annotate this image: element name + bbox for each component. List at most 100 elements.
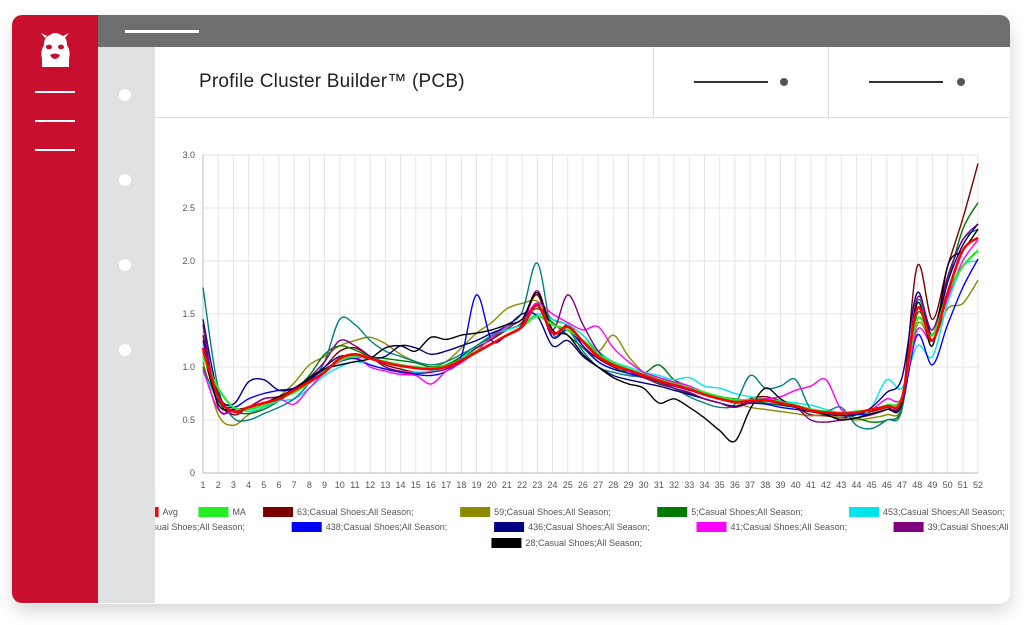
- x-tick-label: 30: [639, 480, 649, 490]
- page-header: Profile Cluster Builder™ (PCB): [155, 47, 1010, 118]
- hamburger-menu-icon[interactable]: [35, 149, 75, 151]
- x-tick-label: 37: [745, 480, 755, 490]
- x-tick-label: 34: [699, 480, 709, 490]
- header-control-line: [869, 81, 943, 83]
- legend-swatch: [460, 507, 491, 517]
- x-tick-label: 22: [517, 480, 527, 490]
- line-chart: 00.51.01.52.02.53.01 2 3 4 5 6 7 8 9 10 11 12 13 14 15…: [155, 150, 1010, 548]
- page-title: Profile Cluster Builder™ (PCB): [199, 71, 465, 92]
- x-tick-label: 36: [730, 480, 740, 490]
- series-line: [202, 202, 979, 423]
- x-tick-label: 29: [623, 480, 633, 490]
- series-line: [202, 228, 979, 430]
- x-tick-label: 39: [775, 480, 785, 490]
- legend-swatch: [657, 507, 688, 517]
- x-tick-label: 8: [307, 480, 312, 490]
- x-tick-label: 27: [593, 480, 603, 490]
- x-tick-label: 52: [973, 480, 983, 490]
- legend-label: 436;Casual Shoes;All Season;: [528, 522, 650, 532]
- x-tick-label: 15: [411, 480, 421, 490]
- x-tick-label: 24: [548, 480, 558, 490]
- series-line: [201, 236, 979, 415]
- x-tick-label: 6: [276, 480, 281, 490]
- x-tick-label: 7: [292, 480, 297, 490]
- legend-label: MA: [232, 507, 246, 517]
- x-tick-label: 47: [897, 480, 907, 490]
- series-line: [202, 239, 979, 414]
- x-tick-label: 12: [365, 480, 375, 490]
- legend-swatch: [494, 522, 525, 532]
- legend-label: 41;Casual Shoes;All Season;: [731, 522, 848, 532]
- x-tick-label: 17: [441, 480, 451, 490]
- header-control-dot: [957, 78, 965, 86]
- y-tick-label: 0: [190, 468, 195, 478]
- x-tick-label: 10: [335, 480, 345, 490]
- x-tick-label: 3: [231, 480, 236, 490]
- x-tick-label: 46: [882, 480, 892, 490]
- x-tick-label: 5: [261, 480, 266, 490]
- x-tick-label: 26: [578, 480, 588, 490]
- x-tick-label: 11: [350, 480, 359, 490]
- x-tick-label: 44: [851, 480, 861, 490]
- x-tick-label: 21: [502, 480, 512, 490]
- nav-dot[interactable]: [119, 344, 131, 356]
- x-tick-label: 1: [200, 480, 205, 490]
- series-line: [202, 223, 979, 423]
- legend-swatch: [696, 522, 727, 532]
- y-tick-label: 2.0: [182, 256, 195, 266]
- x-tick-label: 33: [684, 480, 694, 490]
- legend-swatch: [291, 522, 322, 532]
- y-tick-label: 1.5: [182, 309, 195, 319]
- main-content: Profile Cluster Builder™ (PCB) 0 0.5 1.0 1.…: [155, 47, 1010, 603]
- y-tick-label: 3.0: [182, 150, 195, 160]
- legend-label: 28;Casual Shoes;All Season;: [525, 538, 642, 548]
- series-line: [202, 258, 979, 416]
- y-tick-label: 0.5: [182, 415, 195, 425]
- nav-rail: [98, 47, 155, 603]
- legend-label: 39;Casual Shoes;All Season;: [928, 522, 1010, 532]
- nav-dot[interactable]: [119, 89, 131, 101]
- x-tick-label: 49: [927, 480, 937, 490]
- legend-label: 447;Casual Shoes;All Season;: [155, 522, 245, 532]
- x-tick-label: 2: [216, 480, 221, 490]
- x-tick-label: 20: [487, 480, 497, 490]
- x-tick-label: 31: [654, 480, 664, 490]
- x-tick-label: 51: [958, 480, 968, 490]
- brand-sidebar: [12, 15, 98, 603]
- header-control-line: [694, 81, 768, 83]
- x-tick-label: 40: [791, 480, 801, 490]
- x-tick-label: 42: [821, 480, 831, 490]
- nav-dot[interactable]: [119, 259, 131, 271]
- header-control-2[interactable]: [829, 47, 1010, 117]
- legend-swatch: [198, 507, 229, 517]
- x-tick-label: 45: [867, 480, 877, 490]
- series-line: [202, 223, 979, 417]
- x-tick-label: 28: [608, 480, 618, 490]
- legend-label: 5;Casual Shoes;All Season;: [691, 507, 803, 517]
- header-control-1[interactable]: [654, 47, 828, 117]
- top-bar: [98, 15, 1010, 47]
- bulldog-logo-icon[interactable]: [34, 29, 76, 69]
- y-tick-label: 1.0: [182, 362, 195, 372]
- x-tick-label: 14: [396, 480, 406, 490]
- hamburger-menu-icon[interactable]: [35, 120, 75, 122]
- nav-dot[interactable]: [119, 174, 131, 186]
- header-divider: [653, 47, 654, 117]
- x-tick-label: 41: [806, 480, 816, 490]
- legend-label: 63;Casual Shoes;All Season;: [297, 507, 414, 517]
- y-tick-label: 2.5: [182, 203, 195, 213]
- legend-swatch: [849, 507, 880, 517]
- x-tick-label: 43: [836, 480, 846, 490]
- legend-label: 438;Casual Shoes;All Season;: [326, 522, 448, 532]
- x-tick-label: 16: [426, 480, 436, 490]
- x-tick-label: 9: [322, 480, 327, 490]
- legend-label: 453;Casual Shoes;All Season;: [883, 507, 1005, 517]
- hamburger-menu-icon[interactable]: [35, 91, 75, 93]
- x-tick-label: 23: [532, 480, 542, 490]
- header-control-dot: [780, 78, 788, 86]
- x-tick-label: 38: [760, 480, 770, 490]
- legend-swatch: [155, 507, 159, 517]
- x-tick-label: 48: [912, 480, 922, 490]
- legend-swatch: [263, 507, 294, 517]
- series-line: [202, 249, 979, 414]
